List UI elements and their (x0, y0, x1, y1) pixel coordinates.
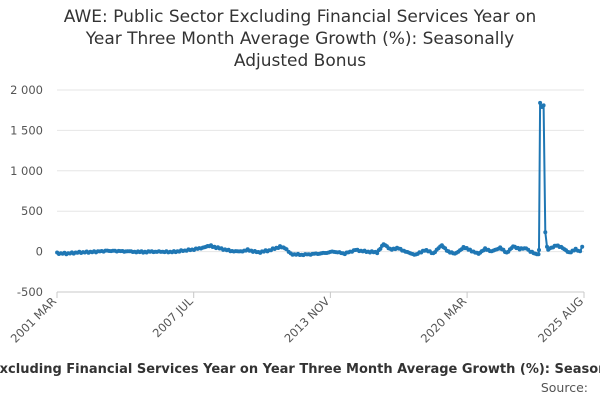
data-point (543, 230, 548, 235)
legend: AWE: Public Sector Excluding Financial S… (0, 362, 600, 382)
chart-title: AWE: Public Sector Excluding Financial S… (0, 6, 600, 72)
data-point (578, 249, 583, 254)
x-tick-label: 2025 AUG (535, 294, 586, 345)
data-point (284, 247, 289, 252)
y-tick-label: 500 (21, 204, 43, 218)
series-line (56, 102, 584, 257)
source-label: Source: (540, 380, 588, 395)
data-point (537, 248, 541, 252)
y-tick-label: 0 (36, 245, 43, 259)
data-point (536, 252, 541, 257)
chart-title-line-2: Year Three Month Average Growth (%): Sea… (85, 29, 515, 49)
legend-series-label: AWE: Public Sector Excluding Financial S… (0, 362, 600, 377)
data-point (538, 100, 543, 105)
y-tick-label: -500 (17, 285, 43, 299)
x-tick-label: 2001 MAR (8, 294, 59, 345)
x-tick-label: 2007 JUL (150, 294, 196, 340)
chart-title-line-3: Adjusted Bonus (233, 51, 367, 71)
x-tick-label: 2020 MAR (418, 294, 469, 345)
y-tick-label: 2 000 (10, 83, 43, 97)
data-point (580, 244, 585, 249)
y-tick-label: 1 000 (10, 164, 43, 178)
y-tick-label: 1 500 (10, 123, 43, 137)
data-point (375, 251, 380, 256)
chart-title-line-1: AWE: Public Sector Excluding Financial S… (63, 7, 537, 27)
x-tick-label: 2013 NOV (281, 294, 332, 345)
data-point (541, 103, 546, 108)
